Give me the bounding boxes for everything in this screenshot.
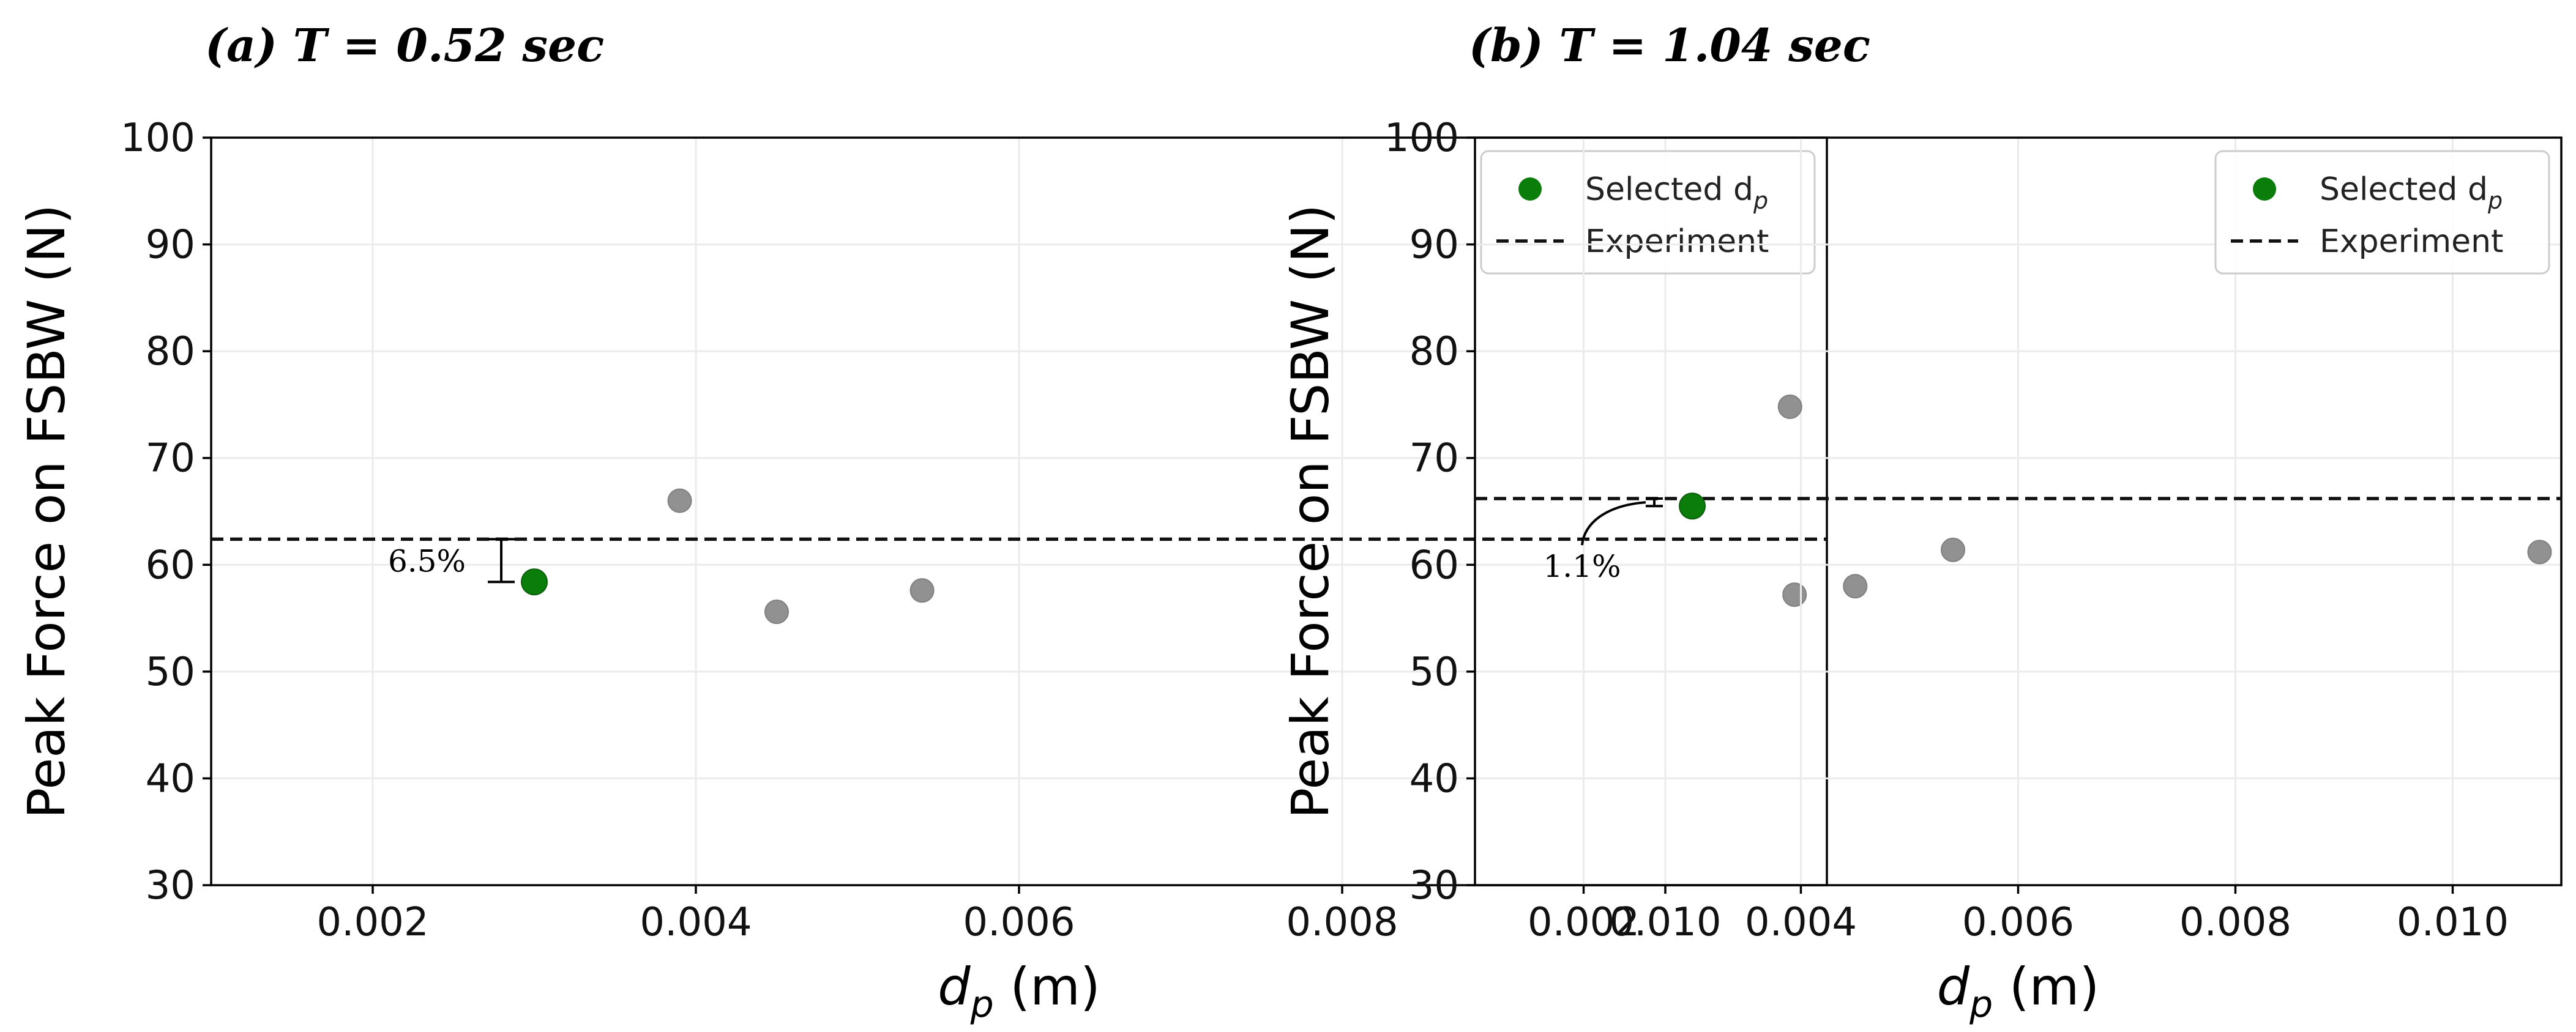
data-point-2 [909,578,935,603]
y-tick-label-4: 70 [1409,436,1459,481]
selected-point [1679,492,1706,520]
data-point-1 [1843,574,1868,599]
legend-label-experiment: Experiment [2320,223,2503,260]
data-point-2 [1941,537,1965,562]
y-tick-label-0: 30 [146,863,195,908]
y-tick-label-0: 30 [1409,863,1459,908]
data-point-1 [764,600,789,625]
y-tick-label-1: 40 [146,756,195,801]
data-point-3 [1782,582,1807,607]
y-tick-label-2: 50 [1409,650,1459,695]
y-tick-label-5: 80 [146,329,195,374]
legend-marker-selected [2253,177,2276,201]
x-tick-label-2: 0.006 [1962,900,2074,945]
y-axis-label: Peak Force on FSBW (N) [1280,204,1340,819]
y-tick-label-7: 100 [1384,116,1459,161]
y-tick-label-7: 100 [121,116,195,161]
x-tick-label-1: 0.004 [640,900,752,945]
data-point-3 [2527,540,2552,565]
legend-box [1480,150,1816,275]
panel-title: (a) T = 0.52 sec [205,20,604,72]
x-axis-label: dp (m) [1937,957,2100,1026]
legend-label-selected: Selected dp [2320,171,2503,214]
legend-label-experiment: Experiment [1585,223,1769,260]
y-tick-label-6: 90 [1409,223,1459,268]
panel-title: (b) T = 1.04 sec [1469,20,1870,72]
x-tick-label-0: 0.002 [316,900,428,945]
x-tick-label-3: 0.008 [1286,900,1398,945]
legend-marker-selected [1518,177,1542,201]
legend-label-selected: Selected dp [1585,171,1768,214]
x-tick-label-1: 0.004 [1745,900,1857,945]
selected-point [521,568,548,596]
data-point-0 [1777,394,1802,419]
x-tick-label-4: 0.010 [2397,900,2509,945]
y-axis-label: Peak Force on FSBW (N) [17,204,77,819]
y-tick-label-4: 70 [146,436,195,481]
error-annotation-leader [1581,501,1646,546]
x-tick-label-0: 0.002 [1528,900,1640,945]
panel-b: 30 40 50 60 70 80 90 100 0.002 0.004 0.006 0.008 0.0… [1280,20,2563,1026]
y-tick-label-5: 80 [1409,329,1459,374]
data-point-0 [667,488,692,513]
y-tick-label-3: 60 [146,543,195,588]
y-tick-label-6: 90 [146,223,195,268]
legend: Selected dp Experiment [2214,150,2550,275]
x-axis-label: dp (m) [938,957,1100,1026]
panel-a: 30 40 50 60 70 80 90 100 0.002 0.004 0.006 0.008 0.0… [17,20,1828,1026]
x-tick-label-3: 0.008 [2179,900,2291,945]
y-tick-label-3: 60 [1409,543,1459,588]
x-tick-label-4: 0.010 [1609,900,1721,945]
error-annotation-text: 1.1% [1543,549,1621,584]
y-tick-label-2: 50 [146,650,195,695]
error-annotation-text: 6.5% [388,543,466,579]
y-tick-label-1: 40 [1409,756,1459,801]
x-tick-label-2: 0.006 [963,900,1075,945]
legend-box [2214,150,2550,275]
legend: Selected dp Experiment [1480,150,1816,275]
